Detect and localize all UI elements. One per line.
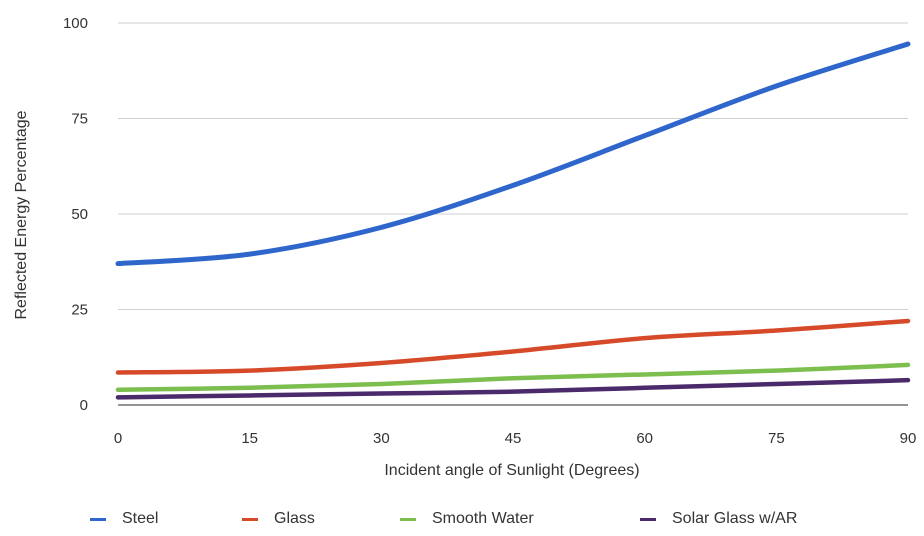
- legend-swatch: [640, 517, 656, 521]
- y-tick-labels: 0 25 50 75 100: [63, 15, 88, 414]
- line-chart: 0 25 50 75 100 0 15 30 45 60 75 90 Reflected Energ…: [13, 15, 917, 479]
- series-lines: [115, 41, 911, 400]
- series-line-solar-glass-w-ar: [115, 377, 911, 400]
- legend-label: Steel: [122, 510, 159, 527]
- y-tick-label: 25: [71, 302, 88, 319]
- y-axis-title: Reflected Energy Percentage: [13, 110, 30, 319]
- series-line-smooth-water: [115, 362, 911, 392]
- legend-swatch: [90, 517, 106, 521]
- gridlines: [118, 22, 908, 310]
- x-tick-label: 30: [373, 430, 390, 447]
- legend: Steel Glass Smooth Water Solar Glass w/AR: [0, 510, 924, 536]
- y-tick-label: 50: [71, 206, 88, 223]
- x-tick-labels: 0 15 30 45 60 75 90: [114, 430, 917, 447]
- legend-label: Smooth Water: [432, 510, 534, 527]
- legend-item-solar-glass-w-ar: Solar Glass w/AR: [640, 510, 797, 528]
- x-tick-label: 90: [900, 430, 917, 447]
- y-tick-label: 100: [63, 15, 88, 32]
- x-tick-label: 45: [505, 430, 522, 447]
- x-tick-label: 15: [241, 430, 258, 447]
- x-axis-title: Incident angle of Sunlight (Degrees): [384, 462, 639, 479]
- legend-swatch: [400, 517, 416, 521]
- legend-swatch: [242, 517, 258, 521]
- x-tick-label: 60: [636, 430, 653, 447]
- series-line-glass: [115, 318, 911, 375]
- legend-label: Glass: [274, 510, 315, 527]
- legend-item-steel: Steel: [90, 510, 158, 528]
- x-tick-label: 0: [114, 430, 122, 447]
- x-tick-label: 75: [768, 430, 785, 447]
- legend-label: Solar Glass w/AR: [672, 510, 798, 527]
- legend-item-glass: Glass: [242, 510, 315, 528]
- y-tick-label: 0: [80, 397, 88, 414]
- series-line-steel: [115, 41, 911, 267]
- y-tick-label: 75: [71, 111, 88, 128]
- legend-item-smooth-water: Smooth Water: [400, 510, 534, 528]
